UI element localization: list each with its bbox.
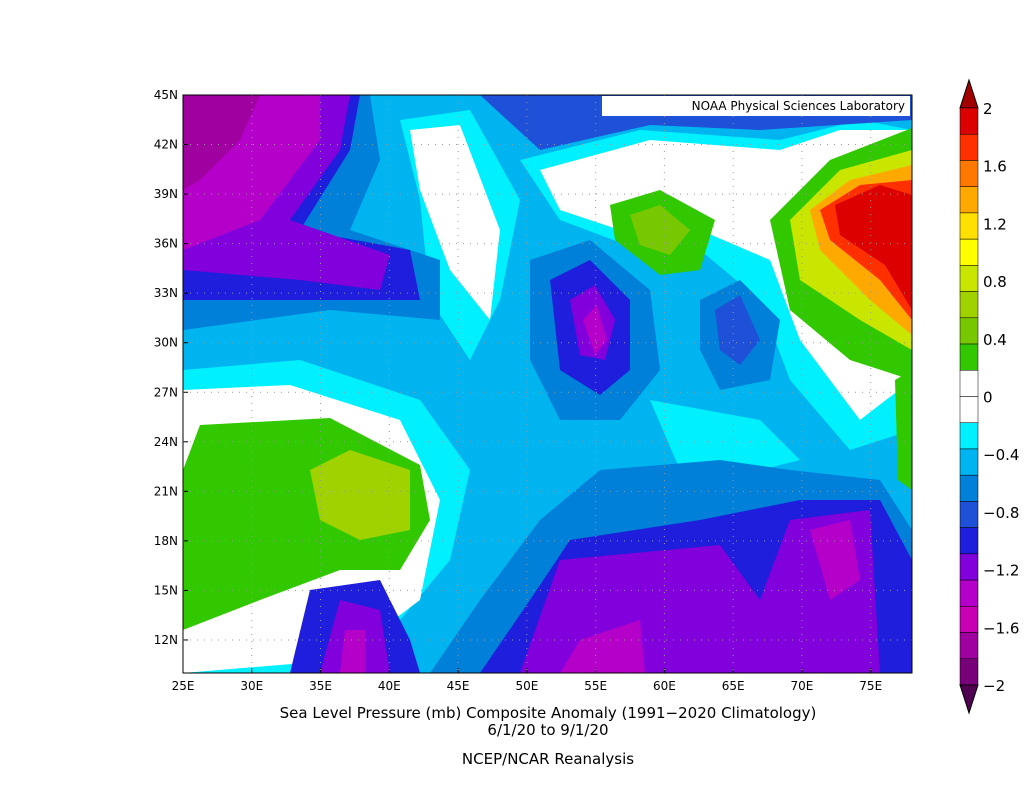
colorbar-swatch: [959, 632, 979, 660]
y-tick-label: 39N: [154, 187, 178, 201]
y-tick-label: 21N: [154, 484, 178, 498]
x-tick-label: 30E: [240, 679, 263, 693]
y-tick-label: 27N: [154, 385, 178, 399]
x-tick-label: 75E: [859, 679, 882, 693]
x-tick-label: 55E: [584, 679, 607, 693]
colorbar-swatch: [959, 448, 979, 476]
colorbar-cap: [959, 684, 979, 715]
colorbar-label: −1.2: [983, 562, 1019, 580]
colorbar-swatch: [959, 658, 979, 686]
colorbar-swatch: [959, 527, 979, 555]
y-tick-label: 42N: [154, 138, 178, 152]
contour-field: [183, 95, 912, 673]
y-tick-label: 36N: [154, 237, 178, 251]
credit-box: [602, 96, 910, 116]
y-tick-label: 18N: [154, 534, 178, 548]
date-range: 6/1/20 to 9/1/20: [487, 721, 608, 739]
colorbar-label: 1.6: [983, 158, 1007, 176]
x-tick-label: 60E: [653, 679, 676, 693]
x-tick-label: 35E: [309, 679, 332, 693]
plot-frame: [182, 94, 913, 674]
colorbar-swatch: [959, 606, 979, 633]
colorbar-swatch: [959, 186, 979, 214]
x-tick-label: 50E: [515, 679, 538, 693]
source: NCEP/NCAR Reanalysis: [462, 750, 634, 768]
x-tick-label: 45E: [447, 679, 470, 693]
colorbar-swatch: [959, 133, 979, 161]
colorbar-swatch: [959, 370, 979, 397]
y-tick-label: 12N: [154, 633, 178, 647]
colorbar-label: −0.8: [983, 504, 1019, 522]
colorbar: 2 1.6 1.2 0.8 0.4 0 −0.4 −0.8 −1.2 −1.6 −2: [959, 78, 1019, 715]
colorbar-swatch: [959, 501, 979, 528]
colorbar-label: 0.8: [983, 273, 1007, 291]
y-tick-label: 45N: [154, 88, 178, 102]
colorbar-label: 1.2: [983, 215, 1007, 233]
colorbar-swatch: [959, 474, 979, 502]
colorbar-swatch: [959, 160, 979, 187]
y-tick-label: 24N: [154, 435, 178, 449]
colorbar-swatch: [959, 291, 979, 319]
colorbar-swatch: [959, 317, 979, 345]
colorbar-swatch: [959, 579, 979, 607]
colorbar-swatch: [959, 396, 979, 423]
colorbar-swatch: [959, 107, 979, 135]
graticule: [182, 94, 912, 673]
colorbar-cap: [959, 78, 979, 109]
colorbar-swatch: [959, 265, 979, 292]
colorbar-label: −2: [983, 677, 1005, 695]
x-tick-label: 70E: [791, 679, 814, 693]
credit: NOAA Physical Sciences Laboratory: [692, 99, 905, 113]
map-title: Sea Level Pressure (mb) Composite Anomal…: [280, 704, 817, 722]
colorbar-swatch: [959, 238, 979, 266]
y-tick-label: 15N: [154, 583, 178, 597]
colorbar-label: 0: [983, 389, 993, 407]
x-tick-label: 65E: [722, 679, 745, 693]
y-tick-label: 33N: [154, 286, 178, 300]
colorbar-swatch: [959, 553, 979, 581]
y-tick-label: 30N: [154, 336, 178, 350]
colorbar-swatch: [959, 343, 979, 371]
x-tick-label: 25E: [172, 679, 195, 693]
colorbar-label: −0.4: [983, 446, 1019, 464]
colorbar-label: 0.4: [983, 331, 1007, 349]
colorbar-swatch: [959, 212, 979, 240]
x-tick-label: 40E: [378, 679, 401, 693]
colorbar-swatch: [959, 422, 979, 450]
colorbar-label: −1.6: [983, 619, 1019, 637]
colorbar-label: 2: [983, 100, 993, 118]
